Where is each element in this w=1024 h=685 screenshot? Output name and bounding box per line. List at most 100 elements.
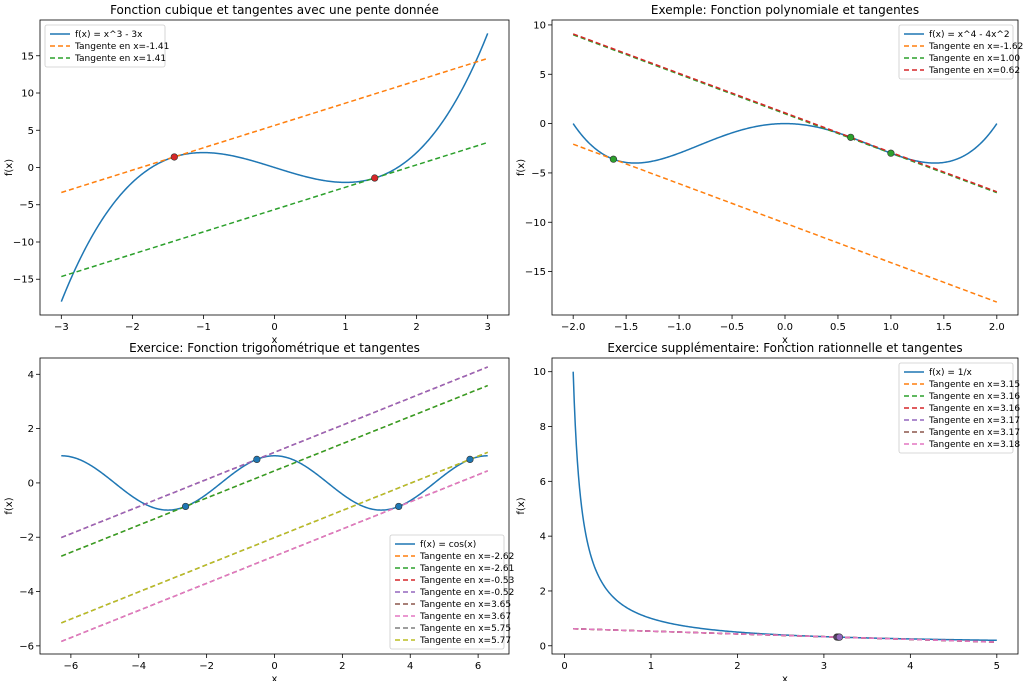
- y-tick-label: −5: [19, 200, 34, 211]
- function-curve: [61, 455, 488, 511]
- legend-label: Tangente en x=3.16: [928, 404, 1020, 414]
- x-axis-label: x: [782, 674, 788, 681]
- x-tick-label: −4: [131, 661, 146, 672]
- plot-area: [572, 33, 998, 303]
- y-tick-label: 2: [28, 424, 34, 435]
- x-tick-label: 3: [484, 322, 490, 333]
- legend-label: Tangente en x=5.75: [419, 624, 511, 634]
- chart-title: Exercice supplémentaire: Fonction ration…: [607, 341, 962, 355]
- legend-box: [898, 362, 1014, 454]
- tangent-point: [371, 174, 379, 182]
- x-axis-label: x: [272, 335, 278, 346]
- function-curve: [572, 122, 998, 164]
- y-tick-label: 8: [540, 422, 546, 433]
- x-axis-label: x: [272, 674, 278, 681]
- legend: f(x) = x^3 - 3x Tangente en x=-1.41 Tangen…: [44, 24, 169, 68]
- y-tick-label: −15: [525, 267, 546, 278]
- y-tick-label: 2: [540, 586, 546, 597]
- x-tick-label: 0: [271, 322, 277, 333]
- chart-title: Exemple: Fonction polynomiale et tangent…: [651, 3, 919, 17]
- legend-box: [44, 24, 166, 68]
- function-curve: [60, 33, 489, 302]
- tangent-line: [572, 143, 998, 303]
- legend-label: Tangente en x=3.17: [928, 416, 1020, 426]
- x-tick-label: −1.5: [614, 322, 638, 333]
- y-axis-label: f(x): [516, 159, 527, 176]
- axes-frame: [39, 19, 510, 316]
- y-tick-label: 0: [28, 478, 34, 489]
- x-tick-label: 0.0: [777, 322, 793, 333]
- x-tick-label: 0: [561, 661, 567, 672]
- subplot-4: Exercice supplémentaire: Fonction ration…: [516, 341, 1020, 685]
- y-tick-label: −4: [19, 587, 34, 598]
- tangent-line: [60, 451, 489, 624]
- axes-frame: [39, 357, 510, 655]
- legend-label: Tangente en x=-0.53: [419, 576, 514, 586]
- legend: f(x) = 1/x Tangente en x=3.15 Tangente en …: [898, 362, 1020, 454]
- legend-label: Tangente en x=3.18: [928, 440, 1020, 450]
- legend-label: Tangente en x=5.77: [419, 636, 511, 646]
- y-tick-label: −5: [531, 168, 546, 179]
- x-tick-label: −3: [54, 322, 69, 333]
- legend-label: Tangente en x=-2.62: [419, 552, 514, 562]
- axes-frame: [551, 19, 1019, 316]
- x-tick-label: −1.0: [667, 322, 691, 333]
- y-axis-label: f(x): [4, 497, 15, 514]
- subplot-2: Exemple: Fonction polynomiale et tangent…: [516, 3, 1023, 346]
- tangent-point: [170, 153, 178, 161]
- x-tick-label: 1.0: [883, 322, 899, 333]
- y-tick-label: −10: [525, 218, 546, 229]
- legend-label: f(x) = x^4 - 4x^2: [929, 30, 1010, 40]
- legend-label: f(x) = cos(x): [420, 540, 476, 550]
- y-tick-label: 0: [28, 163, 34, 174]
- legend: f(x) = cos(x) Tangente en x=-2.62 Tangente…: [389, 534, 514, 650]
- y-tick-label: 4: [540, 532, 546, 543]
- tangent-line: [61, 141, 488, 278]
- y-axis-label: f(x): [516, 497, 527, 514]
- x-tick-label: −2: [125, 322, 140, 333]
- x-tick-label: −2.0: [561, 322, 585, 333]
- y-tick-label: −10: [13, 237, 34, 248]
- x-tick-label: 2.0: [989, 322, 1005, 333]
- tangent-point: [609, 155, 618, 163]
- tangent-line: [60, 470, 489, 643]
- legend-box: [898, 24, 1014, 80]
- tangent-line: [60, 366, 489, 539]
- legend-label: Tangente en x=-1.62: [928, 42, 1023, 52]
- y-tick-label: 15: [21, 51, 34, 62]
- y-tick-label: 6: [540, 477, 546, 488]
- x-tick-label: 0.5: [830, 322, 846, 333]
- tangent-point: [835, 633, 844, 641]
- x-tick-label: 0: [271, 661, 277, 672]
- x-tick-label: 2: [413, 322, 419, 333]
- x-tick-label: 4: [907, 661, 913, 672]
- y-tick-label: −6: [19, 641, 34, 652]
- legend-label: Tangente en x=0.62: [928, 66, 1020, 76]
- y-tick-label: −2: [19, 533, 34, 544]
- tangent-point: [395, 502, 403, 511]
- tangent-point: [181, 502, 190, 511]
- x-axis-label: x: [782, 335, 788, 346]
- legend-label: Tangente en x=1.00: [928, 54, 1020, 64]
- plot-area: [60, 366, 489, 643]
- legend-label: Tangente en x=3.16: [928, 392, 1020, 402]
- x-tick-label: 1.5: [936, 322, 952, 333]
- legend-label: Tangente en x=3.65: [419, 600, 511, 610]
- y-tick-label: −15: [13, 275, 34, 286]
- y-tick-label: 5: [28, 126, 34, 137]
- tangent-line: [60, 384, 489, 557]
- legend-label: f(x) = x^3 - 3x: [75, 30, 143, 40]
- y-tick-label: 0: [540, 119, 546, 130]
- tangent-point: [847, 133, 855, 141]
- plot-area: [60, 33, 489, 302]
- x-tick-label: 4: [407, 661, 413, 672]
- tangent-point: [887, 149, 895, 157]
- tangent-line: [572, 33, 998, 193]
- y-axis-label: f(x): [4, 159, 15, 176]
- x-tick-label: −1: [196, 322, 211, 333]
- legend-label: Tangente en x=3.15: [928, 380, 1020, 390]
- tangent-line: [572, 34, 998, 194]
- x-tick-label: 6: [475, 661, 481, 672]
- legend-label: Tangente en x=-0.52: [419, 588, 514, 598]
